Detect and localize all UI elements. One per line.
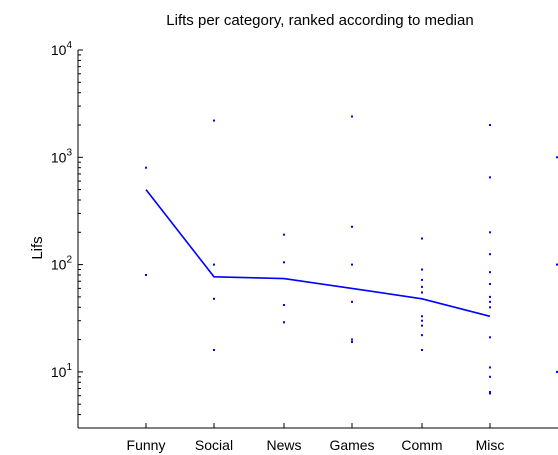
data-point: [489, 253, 491, 256]
x-ticks: Funny Social News Games Comm Misc: [127, 423, 505, 453]
data-point: [283, 233, 285, 236]
data-point: [283, 321, 285, 324]
x-tick-label: Misc: [476, 437, 505, 453]
data-point: [283, 304, 285, 307]
data-point: [421, 348, 423, 351]
data-point: [421, 268, 423, 271]
data-point: [489, 295, 491, 298]
data-point: [421, 319, 423, 322]
data-point: [489, 336, 491, 339]
data-point: [351, 225, 353, 228]
median-line-layer: [145, 189, 491, 318]
data-point: [556, 263, 558, 266]
data-point: [213, 263, 215, 266]
x-tick-label: News: [266, 437, 301, 453]
data-point: [145, 166, 147, 169]
data-point: [489, 392, 491, 395]
data-point: [489, 282, 491, 285]
data-point: [421, 324, 423, 327]
data-point: [421, 315, 423, 318]
median-line: [145, 189, 491, 318]
data-point: [213, 119, 215, 122]
data-point: [489, 300, 491, 303]
data-point: [489, 306, 491, 309]
data-point: [145, 273, 147, 276]
data-point: [421, 237, 423, 240]
data-point: [213, 297, 215, 300]
chart-title: Lifts per category, ranked according to …: [166, 12, 473, 29]
data-point: [351, 263, 353, 266]
scatter-points: [145, 115, 558, 395]
data-point: [489, 366, 491, 369]
data-point: [421, 285, 423, 288]
data-point: [351, 340, 353, 343]
data-point: [556, 370, 558, 373]
x-tick-label: Comm: [401, 437, 442, 453]
data-point: [213, 348, 215, 351]
data-point: [489, 390, 491, 393]
y-tick-label: 101: [51, 362, 73, 380]
data-point: [489, 176, 491, 179]
data-point: [489, 271, 491, 274]
data-point: [489, 375, 491, 378]
data-point: [489, 123, 491, 126]
y-tick-label: 102: [51, 255, 73, 273]
data-point: [489, 231, 491, 234]
x-tick-label: Funny: [127, 437, 166, 453]
data-point: [351, 300, 353, 303]
y-axis-label: Lifs: [29, 236, 46, 259]
data-point: [421, 278, 423, 281]
data-point: [556, 156, 558, 159]
x-tick-label: Social: [195, 437, 233, 453]
y-ticks: 101 102 103 104: [51, 40, 83, 429]
data-point: [351, 115, 353, 118]
data-point: [351, 338, 353, 341]
data-point: [421, 334, 423, 337]
plot-frame: [77, 50, 558, 429]
data-point: [421, 291, 423, 294]
y-tick-label: 103: [51, 147, 73, 165]
x-tick-label: Games: [329, 437, 374, 453]
y-tick-label: 104: [51, 40, 73, 58]
data-point: [283, 261, 285, 264]
